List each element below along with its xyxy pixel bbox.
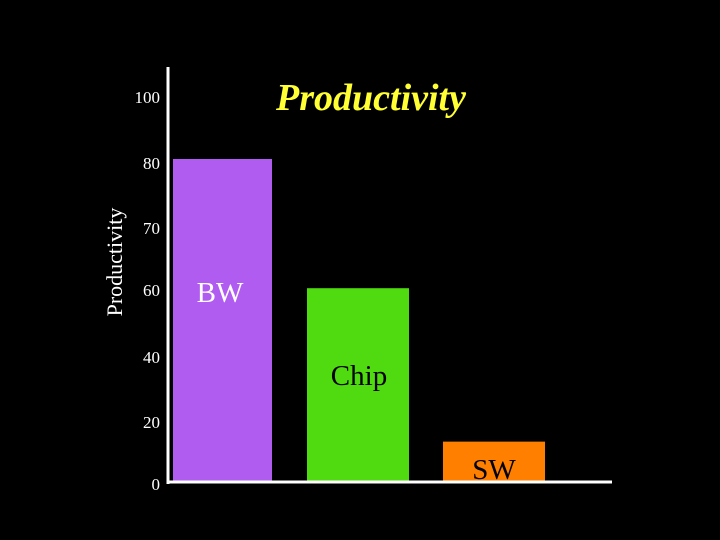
bar-label-chip: Chip	[331, 360, 387, 392]
y-tick-label: 0	[152, 475, 161, 494]
bars-group	[173, 159, 545, 482]
y-tick-label: 70	[143, 219, 160, 238]
bar-label-bw: BW	[197, 277, 244, 309]
y-tick-label: 80	[143, 154, 160, 173]
bar-bw	[173, 159, 272, 482]
chart-title: Productivity	[275, 77, 466, 119]
y-tick-label: 100	[135, 88, 161, 107]
y-axis-label: Productivity	[102, 208, 127, 317]
bar-labels: BW Chip SW	[197, 277, 517, 486]
bar-label-sw: SW	[472, 454, 516, 486]
y-tick-label: 60	[143, 281, 160, 300]
bar-sw	[443, 441, 545, 482]
axes-group	[166, 67, 612, 484]
y-tick-label: 40	[143, 348, 160, 367]
y-tick-label: 20	[143, 413, 160, 432]
bar-chip	[307, 288, 409, 482]
y-tick-labels: 0 20 40 60 70 80 100	[135, 88, 161, 494]
